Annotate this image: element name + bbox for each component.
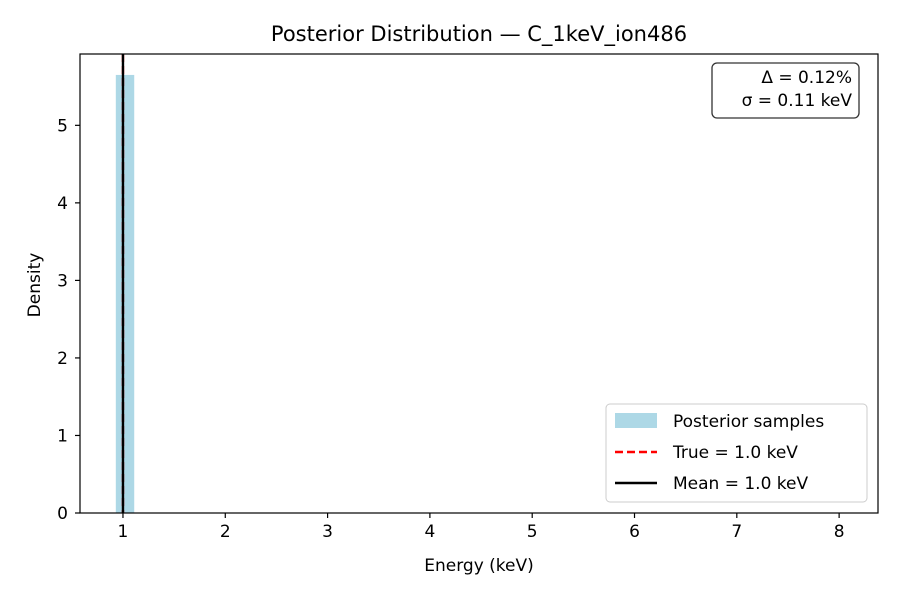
x-tick-label-5: 5 — [527, 522, 538, 542]
x-tick-label-4: 4 — [424, 522, 435, 542]
y-tick-label-3: 3 — [57, 271, 68, 291]
y-axis-label: Density — [25, 253, 45, 318]
y-tick-label-4: 4 — [57, 194, 68, 214]
y-axis-ticks: 0 1 2 3 4 5 — [57, 116, 80, 524]
x-tick-label-2: 2 — [220, 522, 231, 542]
x-axis-label: Energy (keV) — [424, 556, 534, 576]
y-tick-label-1: 1 — [57, 426, 68, 446]
y-tick-label-2: 2 — [57, 349, 68, 369]
axes-frame — [79, 53, 879, 514]
legend: Posterior samples True = 1.0 keV Mean = … — [605, 403, 868, 503]
legend-swatch-posterior — [615, 413, 657, 428]
plot-area — [115, 54, 135, 514]
x-axis-ticks: 1 2 3 4 5 6 7 8 — [118, 513, 845, 542]
stats-annotation: Δ = 0.12% σ = 0.11 keV — [711, 62, 860, 119]
y-tick-label-0: 0 — [57, 504, 68, 524]
x-tick-label-3: 3 — [322, 522, 333, 542]
sigma-annotation: σ = 0.11 keV — [742, 91, 853, 111]
y-tick-label-5: 5 — [57, 116, 68, 136]
stats-annotation-box — [711, 62, 860, 119]
legend-box — [605, 403, 868, 503]
legend-label-true: True = 1.0 keV — [672, 443, 798, 463]
x-tick-label-6: 6 — [629, 522, 640, 542]
x-tick-label-7: 7 — [731, 522, 742, 542]
x-tick-label-8: 8 — [834, 522, 845, 542]
legend-label-mean: Mean = 1.0 keV — [673, 474, 809, 494]
delta-annotation: Δ = 0.12% — [761, 68, 852, 88]
chart-title: Posterior Distribution — C_1keV_ion486 — [271, 22, 687, 47]
x-tick-label-1: 1 — [118, 522, 129, 542]
legend-label-posterior: Posterior samples — [673, 412, 824, 432]
histogram-bar-0 — [115, 74, 135, 514]
